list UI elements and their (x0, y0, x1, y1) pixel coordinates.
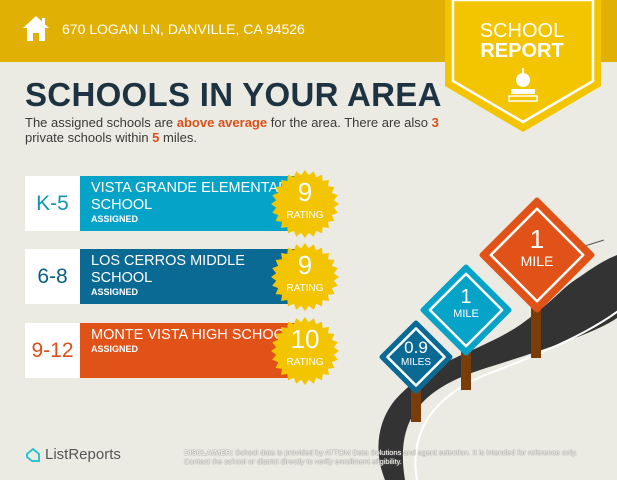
apple-on-books-icon (508, 68, 538, 102)
page-title: SCHOOLS IN YOUR AREA (25, 76, 442, 113)
distance-sign (479, 197, 595, 313)
school-status: ASSIGNED (91, 214, 139, 224)
sign-unit: MILE (453, 308, 479, 321)
radius-miles: 5 (152, 130, 160, 145)
sign-label: 0.9 MILES (376, 338, 456, 368)
rating-starburst (271, 243, 339, 311)
rating-starburst (271, 170, 339, 238)
badge-line-1: SCHOOL (479, 20, 565, 42)
grade-range: 9-12 (25, 323, 80, 378)
school-name: MONTE VISTA HIGH SCHOOL (91, 327, 293, 343)
sign-label: 1 MILE (426, 286, 506, 320)
school-name: LOS CERROS MIDDLE SCHOOL (91, 253, 245, 286)
listreports-logo: ListReports (25, 446, 121, 463)
school-info: MONTE VISTA HIGH SCHOOL ASSIGNED (80, 323, 300, 378)
road-lane-line (414, 310, 617, 480)
sign-unit: MILE (520, 252, 554, 269)
highlight-above-average: above average (176, 115, 268, 130)
school-report-badge (445, 0, 601, 132)
rating-starburst (271, 317, 339, 385)
school-status: ASSIGNED (91, 344, 139, 354)
road (378, 255, 617, 480)
house-icon (23, 16, 49, 41)
grade-range: 6-8 (25, 249, 80, 304)
rating-value: 10 (290, 324, 320, 354)
sign-unit: MILES (400, 357, 431, 369)
distance-sign (420, 264, 512, 356)
listreports-logo-icon (26, 447, 40, 462)
private-count: 3 (431, 115, 439, 130)
sign-distance: 0.9 (404, 338, 428, 358)
rating-value: 9 (297, 177, 313, 207)
rating-value: 9 (297, 250, 313, 280)
school-info: LOS CERROS MIDDLE SCHOOL ASSIGNED (80, 249, 300, 304)
sign-distance: 1 (460, 286, 472, 309)
rating-label: RATING (286, 357, 324, 368)
disclaimer: DISCLAIMER: School data is provided by A… (184, 448, 578, 466)
grade-range: K-5 (25, 176, 80, 231)
sign-distance: 1 (529, 223, 545, 254)
rating-label: RATING (286, 210, 324, 221)
property-address: 670 LOGAN LN, DANVILLE, CA 94526 (62, 21, 305, 37)
sign-label: 1 MILE (497, 225, 577, 269)
summary-text: The assigned schools are above average f… (25, 115, 439, 145)
badge-line-2: REPORT (480, 40, 564, 62)
school-status: ASSIGNED (91, 287, 139, 297)
rating-label: RATING (286, 283, 324, 294)
distance-sign (379, 320, 453, 394)
school-name: VISTA GRANDE ELEMENTARY SCHOOL (91, 180, 298, 213)
school-info: VISTA GRANDE ELEMENTARY SCHOOL ASSIGNED (80, 176, 300, 231)
